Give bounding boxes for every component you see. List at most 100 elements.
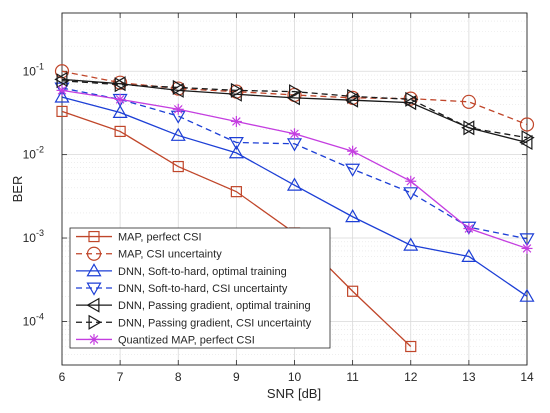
series-4 [54, 82, 535, 247]
asterisk-stroke [57, 86, 67, 95]
y-tick-label: 10-3 [23, 228, 44, 245]
triangle-down-marker [519, 233, 535, 247]
legend-label: DNN, Soft-to-hard, CSI uncertainty [118, 283, 288, 295]
axes-frame [61, 12, 528, 366]
triangle-left-marker [403, 95, 417, 111]
asterisk-marker [521, 242, 533, 254]
x-tick-label: 14 [520, 370, 534, 384]
triangle-right-marker [521, 130, 535, 146]
x-tick-label: 8 [175, 370, 182, 384]
triangle-up-marker [112, 104, 128, 119]
asterisk-marker [56, 84, 68, 96]
asterisk-stroke [115, 95, 125, 104]
series-line [61, 78, 528, 144]
legend-item: DNN, Passing gradient, CSI uncertainty [76, 314, 312, 330]
circle-marker [519, 117, 535, 132]
triangle-up-marker [345, 209, 361, 223]
square-marker [172, 160, 184, 173]
series-7 [56, 84, 533, 254]
legend: MAP, perfect CSI MAP, CSI uncertainty DNN,… [69, 227, 331, 349]
legend-item: DNN, Soft-to-hard, CSI uncertainty [76, 282, 288, 296]
y-axis-label: BER [10, 176, 25, 203]
y-tick-label: 10-1 [23, 61, 44, 78]
axes: 10-1 10-2 10-3 10-4 6 7 8 9 10 11 12 13 14 [23, 12, 534, 384]
triangle-up-marker [54, 89, 70, 103]
legend-label: MAP, CSI uncertainty [118, 249, 222, 261]
square-marker [230, 186, 242, 198]
legend-item: DNN, Soft-to-hard, optimal training [76, 263, 287, 278]
asterisk-stroke [173, 104, 183, 114]
circle-marker [54, 64, 70, 79]
asterisk-stroke [406, 176, 416, 186]
series-line [61, 110, 412, 347]
legend-item: Quantized MAP, perfect CSI [76, 333, 255, 346]
circle-marker [171, 81, 186, 96]
asterisk-stroke [232, 117, 241, 126]
triangle-right-marker [405, 91, 419, 107]
legend-label: DNN, Soft-to-hard, optimal training [118, 266, 287, 278]
triangle-up-marker [286, 177, 303, 191]
x-axis-label: SNR [dB] [267, 386, 321, 401]
triangle-down-marker [86, 282, 102, 296]
circle-marker [86, 246, 102, 261]
square-marker [56, 105, 68, 118]
series-6 [56, 73, 535, 146]
legend-label: DNN, Passing gradient, CSI uncertainty [118, 317, 312, 329]
x-tick-label: 6 [59, 370, 66, 384]
y-tick-label: 10-4 [23, 311, 44, 328]
triangle-right-marker [114, 77, 128, 93]
asterisk-marker [88, 333, 100, 345]
triangle-left-marker [86, 297, 100, 313]
triangle-left-marker [228, 86, 242, 102]
series-line [61, 80, 528, 139]
asterisk-marker [172, 103, 184, 115]
asterisk-marker [114, 93, 126, 105]
x-tick-label: 9 [233, 370, 240, 384]
x-tick-label: 12 [404, 370, 418, 384]
y-tick-label: 10-2 [23, 145, 44, 162]
asterisk-stroke [290, 129, 299, 139]
triangle-right-marker [88, 314, 102, 330]
asterisk-stroke [464, 224, 474, 233]
legend-label: MAP, perfect CSI [118, 232, 202, 244]
triangle-up-marker [228, 145, 244, 159]
series-line [61, 87, 528, 240]
asterisk-marker [230, 115, 242, 127]
triangle-left-marker [286, 90, 300, 106]
x-tick-label: 13 [462, 370, 476, 384]
legend-item: MAP, perfect CSI [76, 230, 202, 244]
square-marker [114, 125, 126, 138]
series-3 [54, 89, 535, 302]
x-tick-label: 10 [288, 370, 302, 384]
triangle-up-marker [461, 248, 477, 263]
triangle-down-marker [228, 136, 244, 151]
legend-label: Quantized MAP, perfect CSI [118, 334, 255, 346]
series-line [61, 96, 528, 297]
asterisk-stroke [348, 146, 357, 156]
triangle-right-marker [289, 84, 303, 100]
square-marker [405, 340, 417, 353]
triangle-right-marker [172, 79, 186, 95]
asterisk-marker [405, 175, 417, 187]
series-group [54, 64, 535, 353]
asterisk-stroke [522, 244, 532, 253]
legend-item: DNN, Passing gradient, optimal training [76, 297, 311, 313]
triangle-up-marker [86, 263, 102, 277]
triangle-left-marker [461, 120, 475, 136]
square-marker [88, 230, 100, 243]
triangle-right-marker [463, 120, 477, 136]
triangle-left-marker [519, 134, 533, 151]
triangle-up-marker [170, 127, 186, 141]
triangle-up-marker [403, 237, 419, 251]
legend-item: MAP, CSI uncertainty [76, 246, 222, 261]
square-marker [347, 285, 359, 297]
triangle-down-marker [345, 163, 361, 177]
triangle-up-marker [519, 288, 535, 302]
triangle-right-marker [347, 88, 361, 104]
asterisk-marker [463, 223, 475, 235]
triangle-right-marker [56, 73, 70, 89]
circle-marker [461, 94, 476, 109]
asterisk-marker [347, 145, 359, 157]
triangle-right-marker [230, 82, 245, 98]
